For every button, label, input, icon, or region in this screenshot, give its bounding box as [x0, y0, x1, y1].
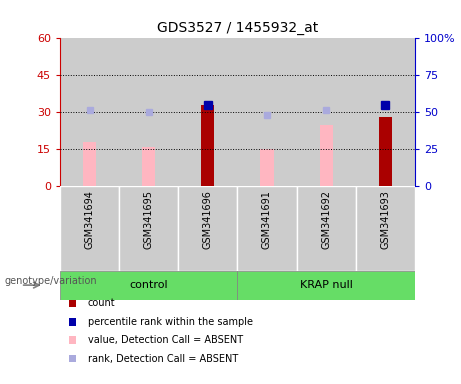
Text: GSM341696: GSM341696 [203, 190, 213, 249]
Text: KRAP null: KRAP null [300, 280, 353, 290]
Text: rank, Detection Call = ABSENT: rank, Detection Call = ABSENT [88, 354, 238, 364]
Text: percentile rank within the sample: percentile rank within the sample [88, 317, 253, 327]
Bar [260, 149, 273, 186]
Text: genotype/variation: genotype/variation [5, 276, 97, 286]
Bar [60, 186, 119, 271]
Bar [319, 125, 333, 186]
Bar [356, 186, 415, 271]
Bar [237, 38, 296, 186]
Text: GSM341695: GSM341695 [144, 190, 154, 250]
Bar [178, 38, 237, 186]
Bar [178, 186, 237, 271]
Bar [119, 186, 178, 271]
Bar [296, 38, 356, 186]
Bar [356, 38, 415, 186]
Bar [379, 117, 392, 186]
Bar [201, 105, 214, 186]
Text: count: count [88, 298, 115, 308]
Bar [60, 38, 119, 186]
Text: GSM341691: GSM341691 [262, 190, 272, 249]
Bar [83, 142, 96, 186]
Text: GSM341694: GSM341694 [84, 190, 95, 249]
Text: value, Detection Call = ABSENT: value, Detection Call = ABSENT [88, 335, 242, 345]
Bar [237, 271, 415, 300]
Text: control: control [130, 280, 168, 290]
Text: GSM341693: GSM341693 [380, 190, 390, 249]
Text: GSM341692: GSM341692 [321, 190, 331, 250]
Bar [60, 271, 237, 300]
Bar [237, 186, 296, 271]
Bar [119, 38, 178, 186]
Title: GDS3527 / 1455932_at: GDS3527 / 1455932_at [157, 21, 318, 35]
Bar [296, 186, 356, 271]
Bar [142, 147, 155, 186]
